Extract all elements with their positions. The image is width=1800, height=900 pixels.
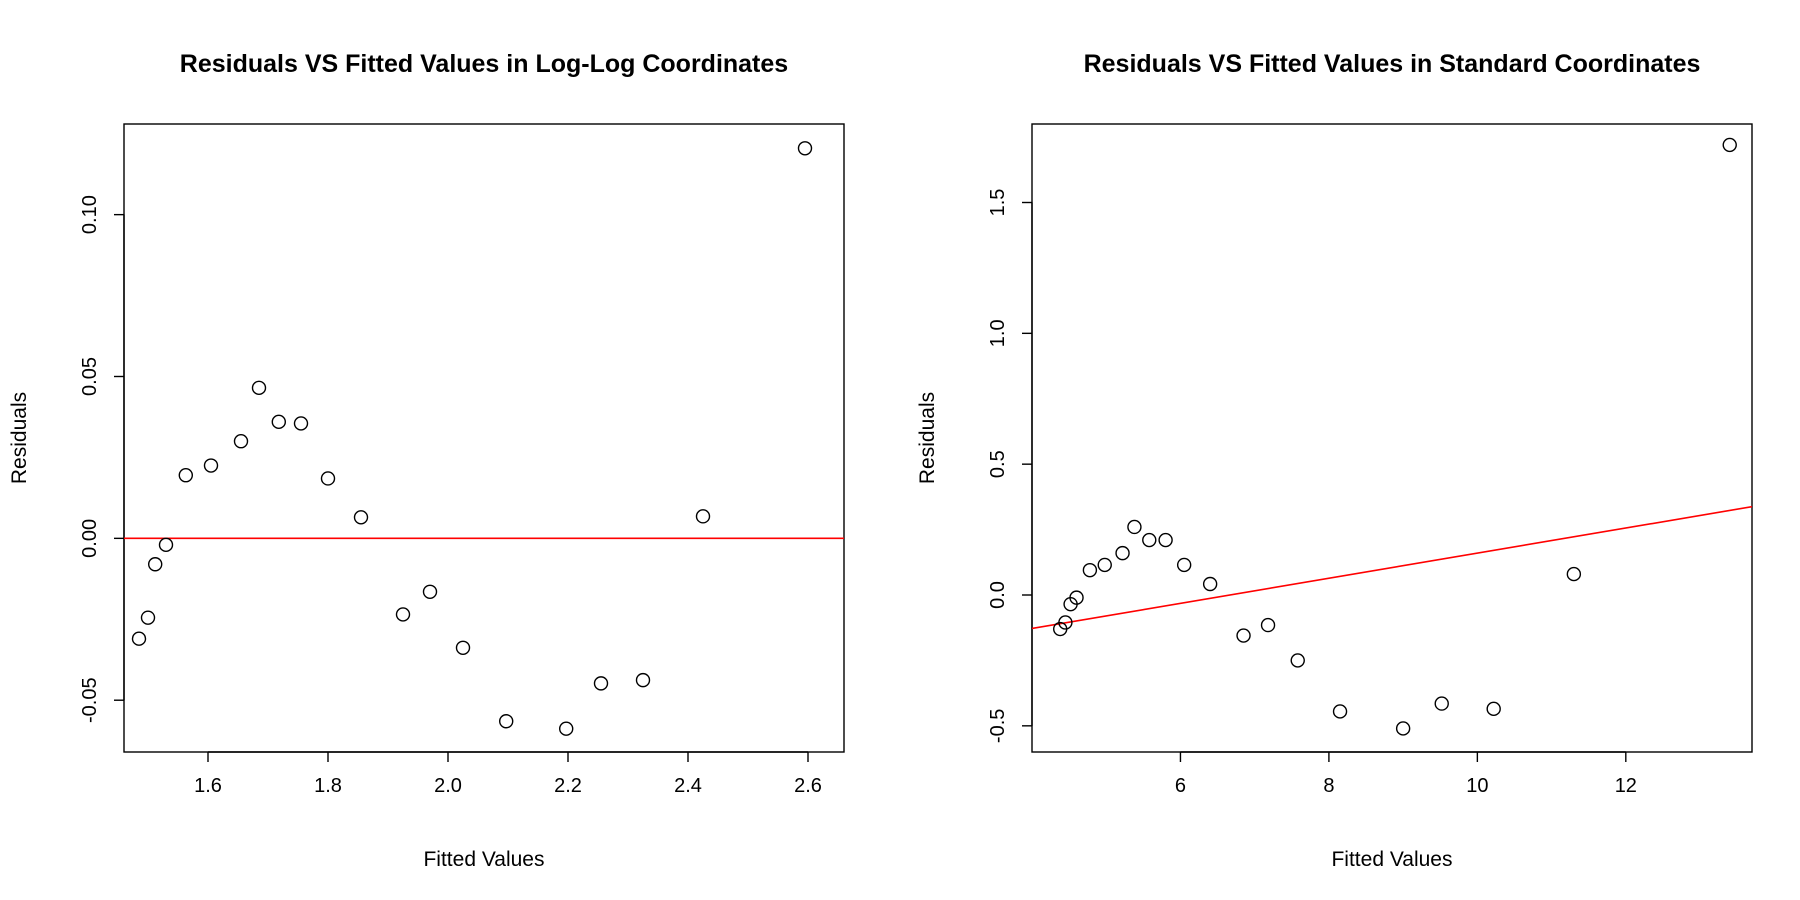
data-point [1176, 557, 1192, 573]
data-point [251, 380, 267, 396]
data-point [695, 509, 711, 524]
plot-frame [123, 123, 845, 753]
data-point [1236, 628, 1251, 643]
x-tick-label: 1.8 [314, 775, 342, 797]
x-axis-label: Fitted Values [1331, 848, 1452, 871]
x-tick-label: 8 [1323, 775, 1334, 797]
data-point [1566, 566, 1582, 582]
y-tick-label: 0.05 [79, 357, 101, 396]
data-point [293, 416, 309, 431]
log-log-panel: Residuals VS Fitted Values in Log-Log Co… [8, 50, 845, 871]
data-point [635, 672, 651, 688]
data-point [593, 676, 609, 691]
x-tick-label: 10 [1466, 775, 1488, 797]
data-point [320, 471, 336, 486]
y-tick-label: 0.10 [79, 195, 101, 234]
data-point [1069, 590, 1084, 605]
data-point [559, 721, 574, 736]
data-point [797, 141, 813, 156]
chart-title: Residuals VS Fitted Values in Standard C… [1084, 50, 1701, 78]
y-axis-label: Residuals [916, 392, 939, 484]
data-point [158, 537, 174, 553]
data-point [1395, 721, 1411, 736]
y-tick-label: -0.05 [79, 677, 101, 723]
x-axis-label: Fitted Values [423, 848, 544, 871]
data-point [1202, 576, 1218, 592]
data-point [499, 714, 514, 729]
y-tick-label: 1.0 [987, 319, 1009, 347]
reference-line [1032, 505, 1752, 630]
data-point [233, 434, 249, 449]
data-point [1158, 532, 1173, 548]
data-point [131, 631, 147, 646]
data-point [203, 458, 219, 473]
data-point [1115, 545, 1130, 561]
data-point [395, 607, 411, 622]
x-tick-label: 12 [1615, 775, 1637, 797]
data-point [1082, 562, 1098, 578]
data-marks [124, 141, 844, 736]
x-tick-label: 2.0 [434, 775, 462, 797]
data-point [271, 414, 286, 430]
y-tick-label: 1.5 [987, 189, 1009, 217]
data-point [1486, 701, 1501, 717]
data-point [178, 468, 194, 483]
data-point [147, 557, 163, 572]
data-point [1332, 704, 1348, 719]
y-tick-label: 0.5 [987, 450, 1009, 478]
data-point [353, 510, 369, 525]
x-tick-label: 2.6 [794, 775, 822, 797]
y-tick-label: 0.0 [987, 581, 1009, 609]
chart-title: Residuals VS Fitted Values in Log-Log Co… [180, 50, 788, 78]
x-tick-label: 2.2 [554, 775, 582, 797]
y-axis-label: Residuals [8, 392, 31, 484]
data-point [455, 640, 471, 655]
data-point [1260, 617, 1276, 633]
axis-ticks: 6 8 10 12 -0.5 0.0 0.5 1.0 1.5 [987, 189, 1637, 797]
axis-ticks: 1.6 1.8 2.0 2.2 2.4 2.6 -0.05 0.00 0.05 0.10 [79, 195, 822, 797]
data-point [1097, 557, 1112, 573]
y-tick-label: 0.00 [79, 519, 101, 558]
data-marks [1032, 137, 1752, 736]
data-point [140, 610, 156, 625]
data-point [1058, 615, 1073, 630]
x-tick-label: 6 [1175, 775, 1186, 797]
x-tick-label: 2.4 [674, 775, 702, 797]
y-tick-label: -0.5 [987, 709, 1009, 743]
data-point [1722, 137, 1737, 153]
data-point [1290, 653, 1305, 668]
plot-frame [1031, 123, 1753, 753]
data-point [1434, 696, 1449, 711]
data-point [1142, 532, 1157, 548]
data-point [422, 584, 438, 599]
x-tick-label: 1.6 [194, 775, 222, 797]
standard-panel: Residuals VS Fitted Values in Standard C… [916, 50, 1753, 871]
data-point [1127, 519, 1142, 535]
